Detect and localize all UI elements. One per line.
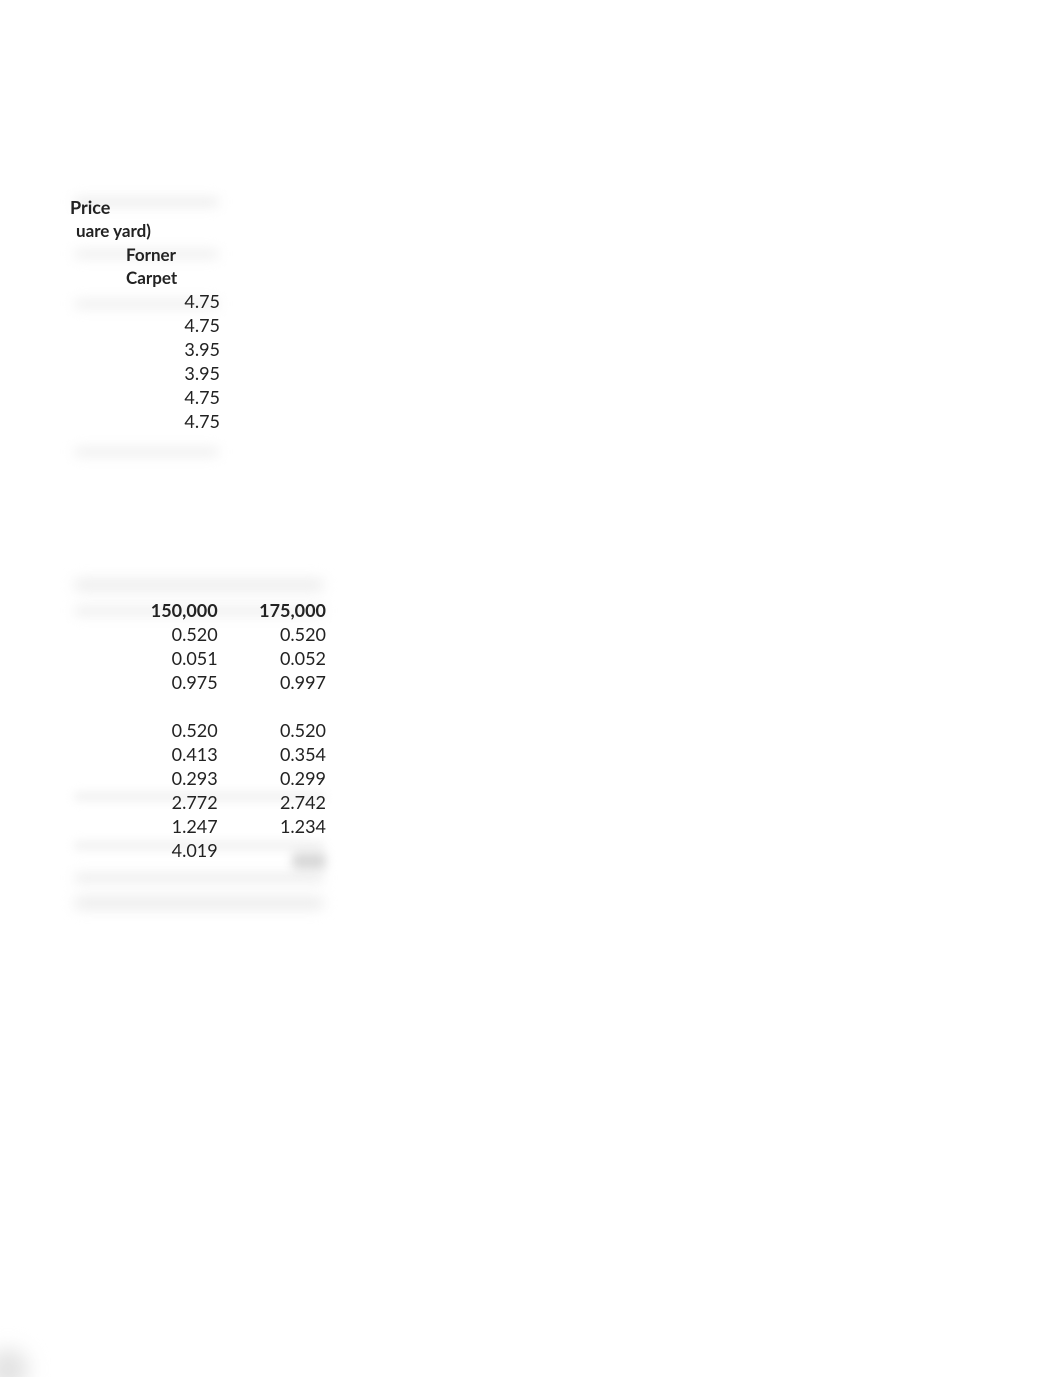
table2-cell: 1.234	[222, 814, 330, 838]
table2-col-header: 150,000	[70, 598, 222, 622]
table1-cell: 4.75	[70, 385, 230, 409]
table2-cell	[222, 838, 330, 862]
table-row: 0.293 0.299	[70, 766, 330, 790]
table2-cell: 0.299	[222, 766, 330, 790]
table1-col-header-1: Forner	[70, 243, 230, 266]
table2-cell: 0.413	[70, 742, 222, 766]
table2-cell: 0.052	[222, 646, 330, 670]
corner-blur	[0, 1349, 28, 1377]
table1-cell: 3.95	[70, 337, 230, 361]
table2-cell: 0.975	[70, 670, 222, 694]
table2-header-row: 150,000 175,000	[70, 598, 330, 622]
table2-cell: 1.247	[70, 814, 222, 838]
table1-cell: 4.75	[70, 289, 230, 313]
table1-cell: 3.95	[70, 361, 230, 385]
table-row: 0.975 0.997	[70, 670, 330, 694]
table2-cell: 0.997	[222, 670, 330, 694]
table2-cell: 0.051	[70, 646, 222, 670]
table1-header-line1: Price	[70, 195, 230, 219]
price-table: Price uare yard) Forner Carpet 4.75 4.75…	[70, 195, 230, 433]
table-row: 0.051 0.052	[70, 646, 330, 670]
table2-cell: 0.293	[70, 766, 222, 790]
table-row: 0.520 0.520	[70, 718, 330, 742]
table-row: 0.520 0.520	[70, 622, 330, 646]
table2-cell: 4.019	[70, 838, 222, 862]
table2-col-header: 175,000	[222, 598, 330, 622]
table2-cell: 2.742	[222, 790, 330, 814]
table1-cell: 4.75	[70, 313, 230, 337]
table2-cell: 0.354	[222, 742, 330, 766]
blur-strip	[74, 448, 219, 456]
table2-cell: 0.520	[70, 622, 222, 646]
table-row: 0.413 0.354	[70, 742, 330, 766]
spacer-row	[70, 694, 330, 718]
numeric-table: 150,000 175,000 0.520 0.520 0.051 0.052 …	[70, 580, 330, 862]
table-row: 2.772 2.742	[70, 790, 330, 814]
table2-cell: 0.520	[70, 718, 222, 742]
table1-cell: 4.75	[70, 409, 230, 433]
table1-header-line2: uare yard)	[70, 219, 230, 243]
table1-col-header-2: Carpet	[70, 266, 230, 289]
blur-strip	[74, 898, 324, 908]
table2-cell: 2.772	[70, 790, 222, 814]
table-row: 4.019	[70, 838, 330, 862]
table-row: 1.247 1.234	[70, 814, 330, 838]
table2-cell: 0.520	[222, 718, 330, 742]
table2-cell: 0.520	[222, 622, 330, 646]
blur-strip	[74, 874, 324, 882]
